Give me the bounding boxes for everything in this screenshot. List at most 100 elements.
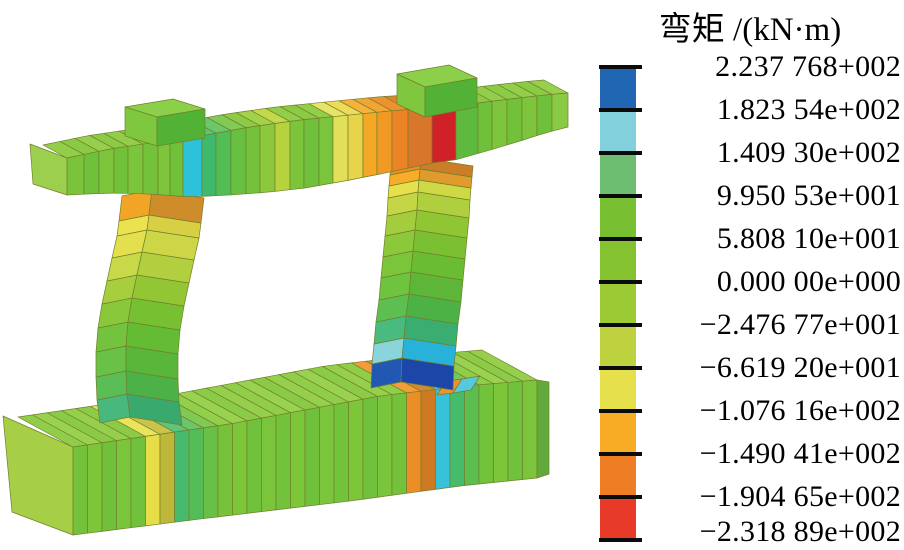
foundation-beam — [2, 349, 550, 536]
beam-front-stripe — [376, 110, 393, 175]
legend-band — [600, 325, 636, 368]
foundation-front-stripe — [362, 396, 378, 500]
legend-band — [600, 368, 636, 411]
beam-front-stripe — [201, 132, 217, 197]
beam-front-stripe — [182, 135, 203, 197]
column-segment-front — [148, 189, 205, 224]
legend-label: 5.808 10e+001 — [716, 222, 901, 255]
legend-tick — [599, 151, 642, 155]
legend-title: 弯矩 /(kN·m) — [658, 12, 842, 48]
beam-front-stripe — [127, 143, 144, 195]
legend-label: 0.000 00e+000 — [716, 265, 901, 298]
foundation-front-stripe — [72, 444, 88, 536]
foundation-front-stripe — [435, 387, 451, 490]
beam-front-stripe — [506, 97, 523, 146]
beam-front-stripe — [274, 121, 291, 192]
foundation-front-stripe — [87, 442, 103, 534]
foundation-front-stripe — [232, 420, 248, 516]
beam-front-stripe — [98, 148, 115, 194]
legend-band — [600, 454, 636, 497]
foundation-front-stripe — [377, 394, 393, 498]
legend-tick — [599, 495, 642, 499]
foundation-front-stripe — [522, 379, 538, 480]
beam-front-stripe — [521, 95, 538, 141]
legend-label: 9.950 53e+001 — [716, 179, 901, 212]
foundation-front-stripe — [130, 436, 146, 529]
legend-tick — [599, 409, 642, 413]
beam-front-stripe — [142, 141, 159, 195]
legend-band — [600, 497, 636, 540]
foundation-front-stripe — [174, 429, 190, 523]
legend-label: −2.476 77e+001 — [699, 308, 901, 341]
left-column — [95, 189, 205, 426]
legend-label: −2.318 89e+002 — [699, 515, 901, 548]
foundation-front-stripe — [333, 401, 349, 504]
left-stub-cube — [124, 98, 206, 147]
beam-front-stripe — [477, 100, 493, 154]
legend-tick — [599, 65, 642, 69]
foundation-front-stripe — [391, 392, 407, 496]
foundation-front-stripe — [116, 438, 132, 530]
beam-front-stripe — [66, 154, 85, 196]
legend-tick — [599, 366, 642, 370]
right-stub-cube — [396, 64, 478, 118]
legend-band — [600, 110, 636, 153]
beam-front-stripe — [303, 117, 320, 189]
foundation-front-stripe — [464, 384, 480, 486]
cube-front — [156, 108, 206, 147]
foundation-front-stripe — [145, 433, 161, 527]
beam-front-stripe — [332, 114, 349, 184]
foundation-front-stripe — [319, 404, 335, 506]
foundation-front-stripe — [217, 423, 233, 518]
beam-front-stripe — [318, 116, 334, 186]
beam-front-stripe — [169, 138, 184, 197]
beam-front-stripe — [347, 113, 364, 181]
beam-front-stripe — [455, 102, 479, 161]
legend-tick — [599, 237, 642, 241]
legend-label: −6.619 20e+001 — [699, 351, 901, 384]
beam-front-stripe — [113, 145, 129, 194]
foundation-front-stripe — [246, 417, 262, 514]
beam-front-stripe — [362, 111, 378, 178]
beam-front-stripe — [391, 109, 409, 172]
legend-label: −1.904 65e+002 — [699, 480, 901, 513]
legend-tick — [599, 108, 642, 112]
beam-front-stripe — [407, 107, 433, 169]
legend-label: −1.076 16e+002 — [699, 394, 901, 427]
legend-band — [600, 282, 636, 325]
beam-left-end — [29, 143, 68, 196]
foundation-front-stripe — [449, 385, 465, 488]
legend-band — [600, 411, 636, 454]
beam-front-stripe — [491, 99, 508, 150]
legend-band — [600, 196, 636, 239]
foundation-front-stripe — [101, 440, 117, 532]
legend-tick — [599, 452, 642, 456]
legend-label: 2.237 768+002 — [715, 50, 901, 83]
foundation-front-stripe — [261, 415, 277, 512]
beam-front-stripe — [83, 150, 100, 195]
legend-label: −1.490 41e+002 — [699, 437, 901, 470]
foundation-front-stripe — [188, 427, 204, 521]
top-beam — [29, 79, 569, 197]
foundation-front-stripe — [304, 406, 320, 507]
foundation-front-stripe — [478, 383, 494, 485]
foundation-front-stripe — [203, 425, 219, 519]
cube-front — [424, 77, 478, 118]
foundation-front-stripe — [290, 409, 306, 509]
foundation-front-stripe — [493, 382, 509, 483]
legend-label: 1.409 30e+002 — [716, 136, 901, 169]
beam-front-stripe — [215, 130, 232, 197]
legend-band — [600, 239, 636, 282]
foundation-front-stripe — [420, 389, 436, 492]
beam-front-stripe — [259, 123, 276, 194]
legend-tick — [599, 280, 642, 284]
foundation-top-cyan-patch — [452, 375, 481, 394]
beam-front-stripe — [245, 125, 261, 195]
foundation-front-stripe — [507, 380, 523, 482]
legend-colorbar — [600, 67, 636, 540]
foundation-front-stripe — [406, 390, 422, 494]
legend-band — [600, 153, 636, 196]
legend-band — [600, 67, 636, 110]
beam-front-stripe — [157, 140, 171, 196]
